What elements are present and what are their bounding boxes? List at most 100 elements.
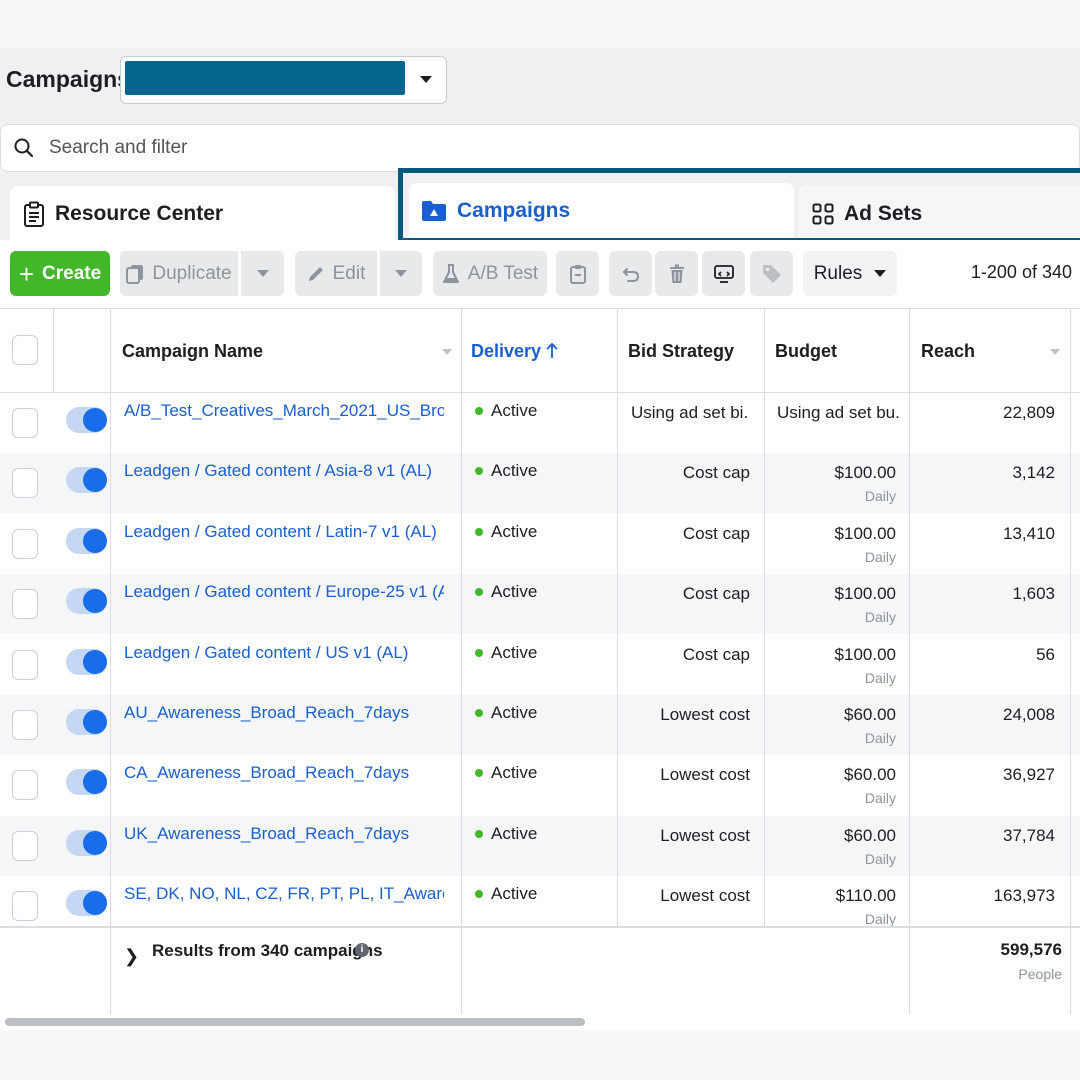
delivery-status: Active <box>491 823 538 843</box>
row-checkbox[interactable] <box>12 830 38 861</box>
tab-campaigns[interactable]: Campaigns <box>409 183 794 238</box>
column-divider <box>461 309 462 1014</box>
table-row[interactable]: Leadgen / Gated content / Europe-25 v1 (… <box>0 574 1080 635</box>
campaign-toggle[interactable] <box>66 588 107 615</box>
sort-caret-icon[interactable] <box>442 349 452 355</box>
row-checkbox[interactable] <box>12 891 38 922</box>
pagination-count: 1-200 of 340 <box>970 262 1072 282</box>
row-checkbox[interactable] <box>12 770 38 801</box>
campaign-name-link[interactable]: Leadgen / Gated content / Latin-7 v1 (AL… <box>124 521 437 541</box>
search-bar[interactable] <box>0 124 1080 172</box>
results-summary-label: Results from 340 campaigns <box>152 941 383 960</box>
column-header-campaign-name[interactable]: Campaign Name <box>122 341 264 361</box>
toggle-knob <box>83 408 107 432</box>
caret-down-icon <box>420 76 432 83</box>
budget-period: Daily <box>864 609 896 626</box>
delivery-status: Active <box>491 582 538 602</box>
campaign-toggle[interactable] <box>66 829 107 856</box>
clipboard-icon <box>24 201 44 227</box>
plus-icon: + <box>18 258 35 289</box>
row-checkbox[interactable] <box>12 528 38 559</box>
tag-button[interactable] <box>750 251 793 296</box>
campaign-toggle[interactable] <box>66 527 107 554</box>
row-checkbox[interactable] <box>12 408 38 438</box>
column-header-delivery[interactable]: Delivery <box>471 341 558 362</box>
column-header-reach[interactable]: Reach <box>921 341 976 361</box>
campaign-toggle[interactable] <box>66 467 107 494</box>
bid-strategy: Cost cap <box>682 523 750 543</box>
row-checkbox[interactable] <box>12 589 38 620</box>
campaign-name-link[interactable]: UK_Awareness_Broad_Reach_7days <box>124 823 410 843</box>
rules-label: Rules <box>813 262 863 284</box>
table-row[interactable]: SE, DK, NO, NL, CZ, FR, PT, PL, IT_Aware… <box>0 876 1080 936</box>
table-row[interactable]: A/B_Test_Creatives_March_2021_US_Broad_.… <box>0 393 1080 453</box>
campaign-toggle[interactable] <box>66 648 107 675</box>
undo-button[interactable] <box>609 251 652 296</box>
table-row[interactable]: CA_Awareness_Broad_Reach_7days Active Lowe… <box>0 755 1080 815</box>
delete-button[interactable] <box>655 251 698 296</box>
campaign-toggle[interactable] <box>66 407 107 433</box>
column-header-budget[interactable]: Budget <box>775 341 837 361</box>
chevron-right-icon[interactable]: ❯ <box>124 946 140 966</box>
campaign-name-link[interactable]: Leadgen / Gated content / US v1 (AL) <box>124 642 409 662</box>
campaign-name-link[interactable]: Leadgen / Gated content / Europe-25 v1 (… <box>124 582 444 602</box>
toolbar: + Create Duplicate Edit <box>0 240 1080 310</box>
edit-button[interactable]: Edit <box>295 251 377 296</box>
tab-ad-sets[interactable]: Ad Sets <box>798 186 1080 242</box>
duplicate-label: Duplicate <box>152 262 232 284</box>
delivery-status: Active <box>491 461 538 481</box>
table-row[interactable]: Leadgen / Gated content / US v1 (AL) Acti… <box>0 635 1080 695</box>
table-row[interactable]: AU_Awareness_Broad_Reach_7days Active Lowe… <box>0 695 1080 755</box>
search-input[interactable] <box>49 133 649 163</box>
campaigns-panel: + Create Duplicate Edit <box>0 240 1080 1033</box>
column-header-bid-strategy[interactable]: Bid Strategy <box>628 341 735 361</box>
budget-period: Daily <box>864 730 896 746</box>
reach-value: 37,784 <box>1003 825 1055 845</box>
budget-period: Daily <box>864 488 896 505</box>
table-row[interactable]: Leadgen / Gated content / Latin-7 v1 (AL… <box>0 514 1080 574</box>
tab-label: Campaigns <box>457 198 571 222</box>
campaign-name-link[interactable]: SE, DK, NO, NL, CZ, FR, PT, PL, IT_Aware… <box>124 884 444 904</box>
caret-down-icon <box>395 270 407 277</box>
row-checkbox[interactable] <box>12 649 38 680</box>
campaign-name-link[interactable]: CA_Awareness_Broad_Reach_7days <box>124 763 410 783</box>
pencil-icon <box>308 266 323 281</box>
preview-button[interactable] <box>702 251 745 296</box>
table-row[interactable]: UK_Awareness_Broad_Reach_7days Active Lowe… <box>0 815 1080 876</box>
active-status-dot <box>475 407 483 415</box>
tab-resource-center[interactable]: Resource Center <box>10 186 395 242</box>
horizontal-scrollbar[interactable] <box>0 1014 1080 1028</box>
campaign-name-link[interactable]: Leadgen / Gated content / Asia-8 v1 (AL) <box>124 461 433 481</box>
campaign-toggle[interactable] <box>66 890 107 917</box>
row-checkbox[interactable] <box>12 710 38 740</box>
sort-caret-icon[interactable] <box>1050 349 1060 355</box>
toggle-knob <box>83 528 107 553</box>
table-row[interactable]: Leadgen / Gated content / Asia-8 v1 (AL)… <box>0 453 1080 514</box>
duplicate-button[interactable]: Duplicate <box>120 251 238 296</box>
scrollbar-thumb[interactable] <box>5 1018 585 1026</box>
toggle-knob <box>83 770 107 795</box>
ab-test-button[interactable]: A/B Test <box>433 251 547 296</box>
toggle-knob <box>83 710 107 734</box>
active-status-dot <box>475 829 483 838</box>
budget-period: Daily <box>864 548 896 565</box>
campaign-toggle[interactable] <box>66 709 107 735</box>
bid-strategy: Cost cap <box>682 644 750 664</box>
campaign-toggle[interactable] <box>66 769 107 796</box>
page-title: Campaigns <box>6 66 130 92</box>
campaign-name-link[interactable]: A/B_Test_Creatives_March_2021_US_Broad_.… <box>124 401 444 420</box>
edit-dropdown-button[interactable] <box>380 251 422 296</box>
row-checkbox[interactable] <box>12 468 38 499</box>
create-button[interactable]: + Create <box>10 251 110 296</box>
rules-clipboard-button[interactable] <box>556 251 599 296</box>
info-icon[interactable]: i <box>355 943 369 957</box>
select-all-checkbox[interactable] <box>12 335 38 365</box>
account-selector[interactable] <box>120 56 447 104</box>
caret-down-icon <box>874 270 887 277</box>
duplicate-dropdown-button[interactable] <box>241 251 284 296</box>
campaign-name-link[interactable]: AU_Awareness_Broad_Reach_7days <box>124 703 410 722</box>
rules-button[interactable]: Rules <box>803 251 897 296</box>
title-row: Campaigns <box>0 48 1080 114</box>
ab-test-label: A/B Test <box>467 262 539 284</box>
active-status-dot <box>475 709 483 717</box>
